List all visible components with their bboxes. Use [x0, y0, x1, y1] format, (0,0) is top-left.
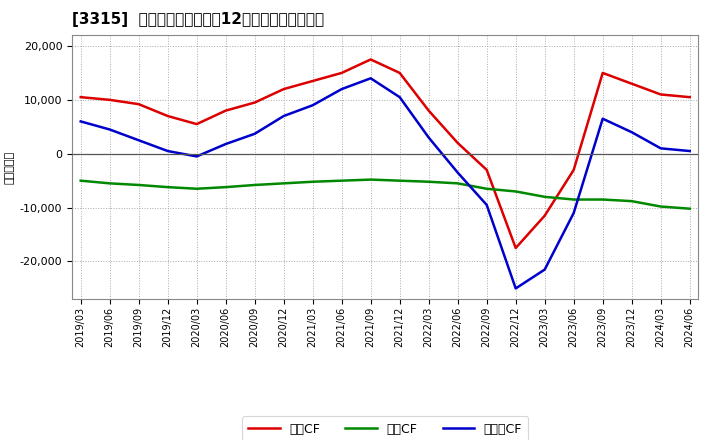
- 営業CF: [685, 95, 694, 100]
- フリーCF: [657, 146, 665, 151]
- 投賄CF: [482, 186, 491, 191]
- 営業CF: [251, 100, 259, 105]
- フリーCF: [338, 86, 346, 92]
- フリーCF: [308, 103, 317, 108]
- フリーCF: [395, 95, 404, 100]
- フリーCF: [76, 119, 85, 124]
- 営業CF: [511, 246, 520, 251]
- 投賄CF: [598, 197, 607, 202]
- フリーCF: [627, 129, 636, 135]
- 投賄CF: [454, 181, 462, 186]
- Y-axis label: （百万円）: （百万円）: [4, 150, 14, 184]
- 営業CF: [424, 108, 433, 113]
- Line: フリーCF: フリーCF: [81, 78, 690, 289]
- 投賄CF: [627, 198, 636, 204]
- 投賄CF: [570, 197, 578, 202]
- 営業CF: [598, 70, 607, 76]
- フリーCF: [570, 210, 578, 216]
- 営業CF: [338, 70, 346, 76]
- フリーCF: [163, 148, 172, 154]
- 投賄CF: [279, 181, 288, 186]
- 営業CF: [482, 167, 491, 172]
- フリーCF: [192, 154, 201, 159]
- 営業CF: [366, 57, 375, 62]
- 営業CF: [135, 102, 143, 107]
- 営業CF: [541, 213, 549, 218]
- フリーCF: [482, 202, 491, 208]
- 営業CF: [395, 70, 404, 76]
- フリーCF: [685, 148, 694, 154]
- 営業CF: [105, 97, 114, 103]
- 投賄CF: [163, 184, 172, 190]
- フリーCF: [511, 286, 520, 291]
- 投賄CF: [221, 184, 230, 190]
- 投賄CF: [685, 206, 694, 211]
- 営業CF: [627, 81, 636, 86]
- 投賄CF: [541, 194, 549, 199]
- 営業CF: [279, 86, 288, 92]
- フリーCF: [105, 127, 114, 132]
- フリーCF: [366, 76, 375, 81]
- 営業CF: [657, 92, 665, 97]
- フリーCF: [541, 267, 549, 272]
- 営業CF: [76, 95, 85, 100]
- 投賄CF: [251, 182, 259, 187]
- 投賄CF: [511, 189, 520, 194]
- 投賄CF: [424, 179, 433, 184]
- 投賄CF: [308, 179, 317, 184]
- 投賄CF: [105, 181, 114, 186]
- フリーCF: [221, 141, 230, 147]
- フリーCF: [279, 114, 288, 119]
- 投賄CF: [135, 182, 143, 187]
- Legend: 営業CF, 投賄CF, フリーCF: 営業CF, 投賄CF, フリーCF: [242, 416, 528, 440]
- Text: [3315]  キャッシュフローの12か月移動合計の推移: [3315] キャッシュフローの12か月移動合計の推移: [72, 12, 324, 27]
- 投賄CF: [76, 178, 85, 183]
- フリーCF: [251, 131, 259, 136]
- フリーCF: [598, 116, 607, 121]
- 営業CF: [454, 140, 462, 146]
- 営業CF: [192, 121, 201, 127]
- フリーCF: [454, 170, 462, 175]
- 投賄CF: [395, 178, 404, 183]
- 投賄CF: [657, 204, 665, 209]
- 営業CF: [221, 108, 230, 113]
- Line: 投賄CF: 投賄CF: [81, 180, 690, 209]
- 営業CF: [163, 114, 172, 119]
- フリーCF: [424, 135, 433, 140]
- 営業CF: [308, 78, 317, 84]
- 投賄CF: [338, 178, 346, 183]
- 投賄CF: [192, 186, 201, 191]
- 投賄CF: [366, 177, 375, 182]
- Line: 営業CF: 営業CF: [81, 59, 690, 248]
- フリーCF: [135, 138, 143, 143]
- 営業CF: [570, 167, 578, 172]
